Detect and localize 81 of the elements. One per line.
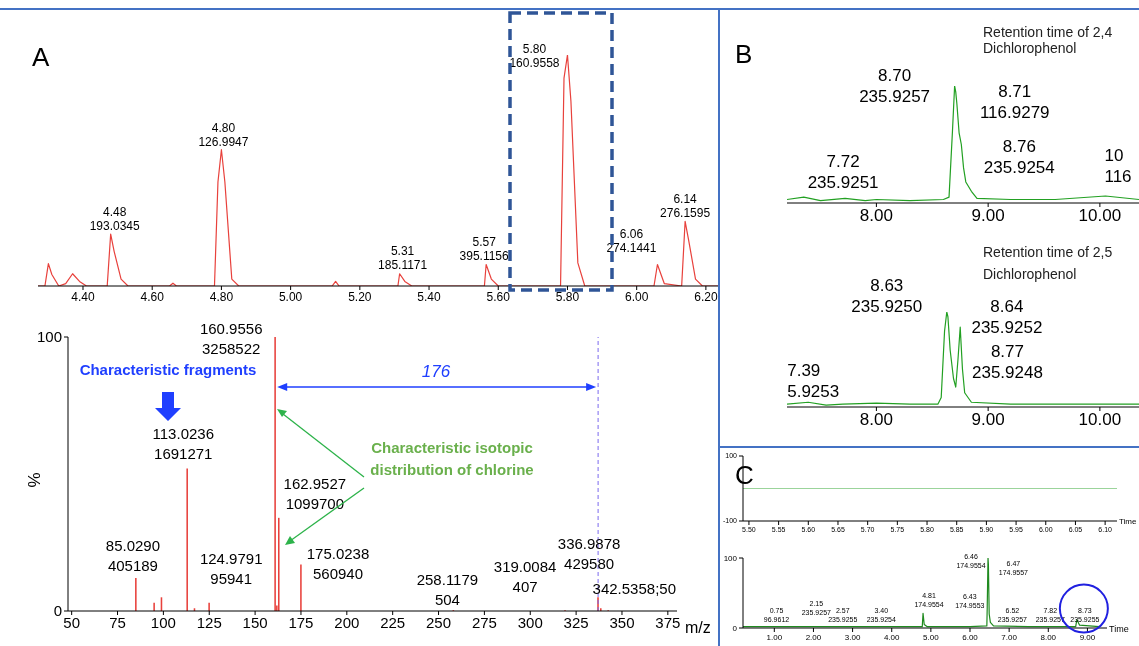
annotation: A [32, 42, 50, 72]
annotation: Characteristic isotopic distribution of chlorine [370, 439, 534, 478]
annotation: 6.14 276.1595 [660, 192, 711, 221]
x-tick-label: 4.00 [883, 632, 901, 642]
annotation: 4.80 126.9947 [198, 120, 249, 149]
x-axis-title: Time [1109, 624, 1129, 634]
text: B [735, 39, 753, 69]
x-tick-label: 3.00 [844, 632, 861, 642]
x-tick-label: 5.20 [348, 289, 372, 304]
x-tick-label: 50 [63, 613, 81, 631]
x-tick-label: 5.80 [555, 289, 580, 304]
annotation: 336.9878 429580 [557, 535, 621, 573]
x-tick-label: 9.00 [1079, 632, 1096, 642]
x-tick-label: 275 [471, 613, 497, 631]
x-tick-label: 9.00 [971, 410, 1005, 430]
annotation: 6.06 274.1441 [606, 226, 657, 255]
annotation: 7.72 235.9251 [807, 152, 879, 193]
chart-title: Retention time of 2,4 Dichlorophenol [983, 24, 1113, 56]
x-tick-label: 6.00 [625, 289, 649, 304]
x-tick-label: 8.00 [859, 206, 893, 226]
x-tick-label: 100 [150, 613, 176, 631]
x-tick-label: 200 [334, 613, 360, 631]
y-axis-title: % [25, 472, 44, 488]
annotation: 342.5358;50 [592, 580, 676, 598]
annotation: 8.77 235.9248 [971, 342, 1043, 382]
annotation: 8.76 235.9254 [983, 136, 1055, 177]
x-tick-label: 4.80 [209, 289, 234, 304]
x-tick-label: 5.40 [417, 289, 442, 304]
annotation: 5.80 160.9558 [509, 42, 560, 70]
x-tick-label: 6.00 [962, 632, 979, 642]
x-tick-label: 4.40 [71, 289, 95, 304]
x-tick-label: 1.00 [766, 632, 783, 642]
annotation: 10 116 [1104, 145, 1132, 186]
annotation: 113.0236 1691271 [152, 424, 214, 462]
x-tick-label: 125 [196, 613, 222, 631]
x-tick-label: 10.00 [1078, 410, 1122, 430]
x-tick-label: 150 [242, 613, 268, 631]
annotation: 5.57 395.1156 [459, 234, 510, 263]
annotation: 4.48 193.0345 [89, 205, 141, 234]
chart-title: Retention time of 2,5 Dichlorophenol [983, 244, 1113, 282]
x-tick-label: 9.00 [971, 206, 1005, 226]
x-tick-label: 350 [609, 613, 635, 631]
x-tick-label: 10.00 [1078, 206, 1122, 226]
x-tick-label: 75 [109, 613, 126, 631]
x-tick-label: 5.00 [278, 289, 303, 304]
line-series [743, 558, 1100, 628]
x-tick-label: 175 [288, 613, 314, 631]
annotation: 162.9527 1099700 [283, 474, 347, 512]
y-tick-label: 100 [723, 553, 738, 563]
x-tick-label: 4.60 [140, 289, 165, 304]
x-tick-label: 2.00 [805, 632, 822, 642]
annotation: 8.70 235.9257 [859, 66, 931, 106]
annotation: 176 [421, 362, 451, 381]
y-tick-label: 0 [53, 602, 62, 620]
annotation: 5.31 185.1171 [378, 243, 428, 272]
annotation: C [735, 460, 754, 490]
annotation: 258.1179 504 [416, 571, 479, 609]
x-tick-label: 375 [655, 613, 681, 631]
annotation: 8.71 116.9279 [979, 81, 1050, 122]
x-tick-label: 5.60 [486, 289, 511, 304]
x-tick-label: 325 [563, 613, 589, 631]
x-tick-label: 8.00 [1040, 632, 1057, 642]
annotation: 319.0084 407 [493, 558, 557, 596]
y-tick-label: 0 [732, 623, 738, 633]
annotation: 85.0290 405189 [105, 537, 161, 575]
x-tick-label: 250 [426, 613, 452, 631]
x-tick-label: 5.00 [923, 632, 940, 642]
annotation: 8.63 235.9250 [851, 276, 923, 316]
annotation: 160.9556 3258522 [199, 320, 263, 357]
annotation: 124.9791 95941 [199, 549, 263, 587]
x-tick-label: 8.00 [859, 410, 893, 430]
annotation: 175.0238 560940 [306, 545, 370, 583]
x-tick-label: 300 [517, 613, 543, 631]
x-tick-label: 225 [380, 613, 406, 631]
x-axis-title: m/z [685, 619, 711, 636]
x-axis-title: Time [1119, 517, 1138, 526]
annotation: 7.39 5.9253 [787, 361, 840, 402]
x-tick-label: 7.00 [1001, 632, 1018, 642]
annotation: 8.64 235.9252 [971, 296, 1043, 337]
annotation: Characteristic fragments [79, 361, 257, 378]
x-tick-label: 6.20 [694, 289, 718, 304]
